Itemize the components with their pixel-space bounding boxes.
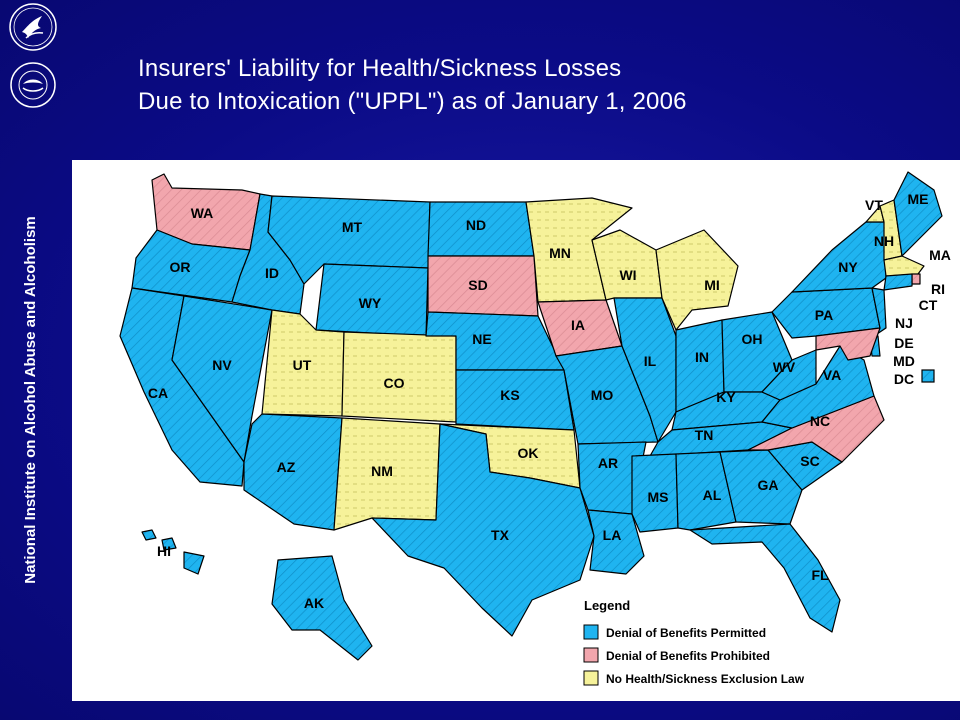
state-label-al: AL: [703, 487, 722, 503]
state-ct: [883, 273, 913, 291]
legend-item-prohibited: Denial of Benefits Prohibited: [583, 647, 770, 663]
state-ma: [883, 255, 925, 277]
state-ri: [911, 273, 921, 285]
legend-swatch-no_law: [583, 670, 599, 686]
state-label-mi: MI: [704, 277, 720, 293]
state-label-nj: NJ: [895, 315, 913, 331]
state-label-ma: MA: [929, 247, 951, 263]
state-label-hi: HI: [157, 543, 171, 559]
legend-swatch-permitted: [583, 624, 599, 640]
nih-seal-logo: [10, 62, 56, 108]
state-label-wi: WI: [619, 267, 636, 283]
state-label-sd: SD: [468, 277, 487, 293]
state-label-tn: TN: [695, 427, 714, 443]
state-label-ct: CT: [919, 297, 938, 313]
state-label-ga: GA: [758, 477, 779, 493]
state-label-mo: MO: [591, 387, 614, 403]
state-label-az: AZ: [277, 459, 296, 475]
legend-label-no-law: No Health/Sickness Exclusion Law: [606, 672, 805, 686]
legend-title: Legend: [584, 598, 630, 613]
state-hi: [141, 529, 205, 575]
state-label-mt: MT: [342, 219, 363, 235]
state-mi: [655, 229, 739, 331]
state-label-ms: MS: [648, 489, 669, 505]
state-label-la: LA: [603, 527, 622, 543]
slide-title: Insurers' Liability for Health/Sickness …: [138, 52, 687, 118]
state-label-md: MD: [893, 353, 915, 369]
state-label-oh: OH: [742, 331, 763, 347]
legend-label-permitted: Denial of Benefits Permitted: [606, 626, 766, 640]
state-label-sc: SC: [800, 453, 819, 469]
state-label-vt: VT: [865, 197, 883, 213]
state-label-wv: WV: [773, 359, 796, 375]
state-md: [815, 327, 881, 361]
state-label-nv: NV: [212, 357, 232, 373]
state-label-ok: OK: [518, 445, 539, 461]
state-label-id: ID: [265, 265, 279, 281]
map-panel: WA OR CA NV ID MT WY UT CO AZ NM ND SD NE KS OK TX MN IA MO…: [72, 160, 960, 701]
state-label-ks: KS: [500, 387, 519, 403]
state-label-va: VA: [823, 367, 841, 383]
state-label-me: ME: [908, 191, 929, 207]
state-label-mn: MN: [549, 245, 571, 261]
state-label-dc: DC: [894, 371, 914, 387]
state-label-ne: NE: [472, 331, 491, 347]
legend-swatch-prohibited: [583, 647, 599, 663]
state-label-de: DE: [894, 335, 913, 351]
state-label-wy: WY: [359, 295, 382, 311]
state-al: [675, 451, 737, 531]
state-label-il: IL: [644, 353, 657, 369]
state-label-co: CO: [384, 375, 405, 391]
state-label-or: OR: [170, 259, 191, 275]
state-me: [893, 171, 943, 257]
sidebar: National Institute on Alcohol Abuse and …: [0, 120, 62, 720]
state-label-fl: FL: [811, 567, 829, 583]
state-label-ky: KY: [716, 389, 736, 405]
state-label-in: IN: [695, 349, 709, 365]
state-ms: [631, 453, 679, 533]
state-label-ia: IA: [571, 317, 585, 333]
state-label-ca: CA: [148, 385, 168, 401]
legend-label-prohibited: Denial of Benefits Prohibited: [606, 649, 770, 663]
title-line-1: Insurers' Liability for Health/Sickness …: [138, 55, 622, 82]
legend-item-permitted: Denial of Benefits Permitted: [583, 624, 766, 640]
state-label-ar: AR: [598, 455, 618, 471]
map-legend: Legend Denial of Benefits Permitted Deni…: [583, 598, 805, 686]
us-map: WA OR CA NV ID MT WY UT CO AZ NM ND SD NE KS OK TX MN IA MO…: [119, 171, 951, 686]
state-ak: [271, 555, 373, 661]
state-label-wa: WA: [191, 205, 214, 221]
state-fl: [689, 523, 841, 633]
state-label-tx: TX: [491, 527, 510, 543]
state-label-pa: PA: [815, 307, 833, 323]
state-label-ny: NY: [838, 259, 858, 275]
state-label-ak: AK: [304, 595, 324, 611]
state-label-nm: NM: [371, 463, 393, 479]
state-label-ut: UT: [293, 357, 312, 373]
legend-item-no-law: No Health/Sickness Exclusion Law: [583, 670, 805, 686]
dc-marker: [921, 369, 935, 383]
state-label-nh: NH: [874, 233, 894, 249]
state-label-ri: RI: [931, 281, 945, 297]
title-line-2: Due to Intoxication ("UPPL") as of Janua…: [138, 88, 687, 115]
org-name: National Institute on Alcohol Abuse and …: [22, 216, 39, 584]
state-label-nc: NC: [810, 413, 830, 429]
state-nj: [871, 287, 887, 337]
state-ny: [791, 221, 887, 293]
hhs-eagle-logo: [9, 3, 57, 51]
state-label-nd: ND: [466, 217, 486, 233]
state-wv: [761, 349, 817, 401]
